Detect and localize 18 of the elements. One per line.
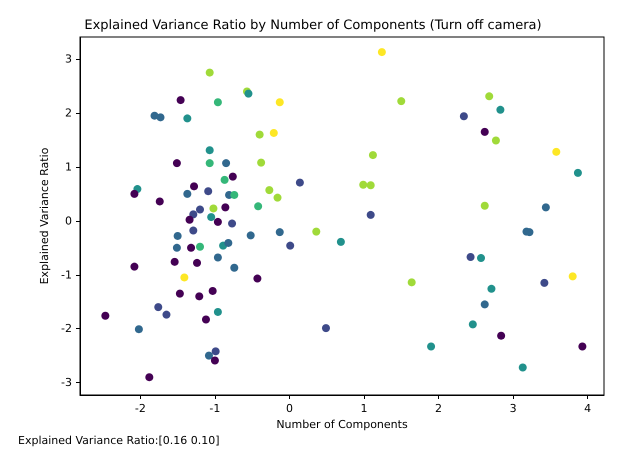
y-tick-label: -3 [61, 376, 72, 390]
chart-title: Explained Variance Ratio by Number of Components (Turn off camera) [84, 18, 542, 33]
x-tick-label: 0 [286, 402, 293, 415]
y-tick-label: 0 [65, 214, 72, 228]
y-tick-label: 1 [65, 160, 72, 174]
x-tick-label: 2 [435, 402, 442, 415]
x-tick-label: -2 [134, 402, 146, 415]
y-tick-label: 3 [65, 52, 72, 66]
x-tick-label: 1 [360, 402, 368, 415]
x-axis-title: Number of Components [276, 418, 408, 431]
x-tick-label: -1 [209, 402, 220, 415]
x-tick-label: 3 [510, 402, 517, 415]
y-tick-label: -2 [61, 322, 72, 336]
y-axis-title: Explained Variance Ratio [38, 147, 51, 284]
y-tick-label: -1 [61, 268, 72, 282]
text: Explained Variance Ratio:[0.16 0.10] [18, 434, 220, 447]
y-tick-label: 2 [65, 106, 72, 120]
x-tick-label: 4 [584, 402, 592, 415]
